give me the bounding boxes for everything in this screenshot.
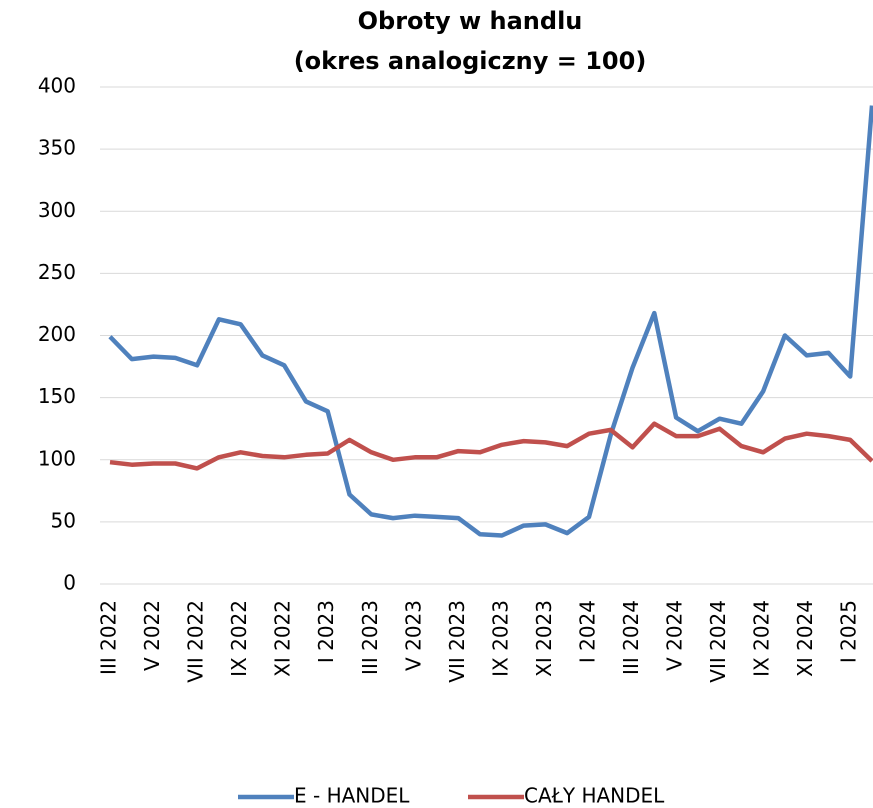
x-tick-label: III 2024 (619, 600, 643, 675)
y-tick-label: 50 (51, 508, 76, 532)
chart-title: Obroty w handlu (358, 7, 583, 35)
x-tick-label: VII 2022 (184, 600, 208, 683)
y-tick-label: 150 (38, 384, 76, 408)
x-tick-label: I 2025 (837, 600, 861, 663)
x-tick-label: VII 2023 (445, 600, 469, 683)
x-tick-label: V 2023 (401, 600, 425, 671)
x-tick-label: I 2023 (314, 600, 338, 663)
y-tick-label: 0 (63, 571, 76, 595)
x-tick-label: V 2022 (140, 600, 164, 671)
x-tick-label: XI 2024 (793, 600, 817, 677)
y-tick-label: 300 (38, 198, 76, 222)
x-tick-label: IX 2022 (227, 600, 251, 677)
y-tick-label: 250 (38, 260, 76, 284)
series-line (109, 421, 873, 471)
x-tick-label: XI 2022 (271, 600, 295, 677)
legend-label: CAŁY HANDEL (524, 784, 665, 808)
x-tick-label: IX 2023 (488, 600, 512, 677)
x-tick-label: V 2024 (663, 600, 687, 671)
legend-label: E - HANDEL (294, 784, 410, 808)
y-tick-label: 200 (38, 322, 76, 346)
y-tick-label: 350 (38, 136, 76, 160)
x-tick-label: III 2023 (358, 600, 382, 675)
y-tick-label: 400 (38, 74, 76, 98)
series-line (108, 105, 873, 538)
x-tick-label: VII 2024 (706, 600, 730, 683)
y-tick-label: 100 (38, 446, 76, 470)
x-tick-label: XI 2023 (532, 600, 556, 677)
x-tick-label: IX 2024 (750, 600, 774, 677)
chart-subtitle: (okres analogiczny = 100) (294, 47, 647, 75)
x-tick-label: III 2022 (97, 600, 121, 675)
x-tick-label: I 2024 (575, 600, 599, 663)
